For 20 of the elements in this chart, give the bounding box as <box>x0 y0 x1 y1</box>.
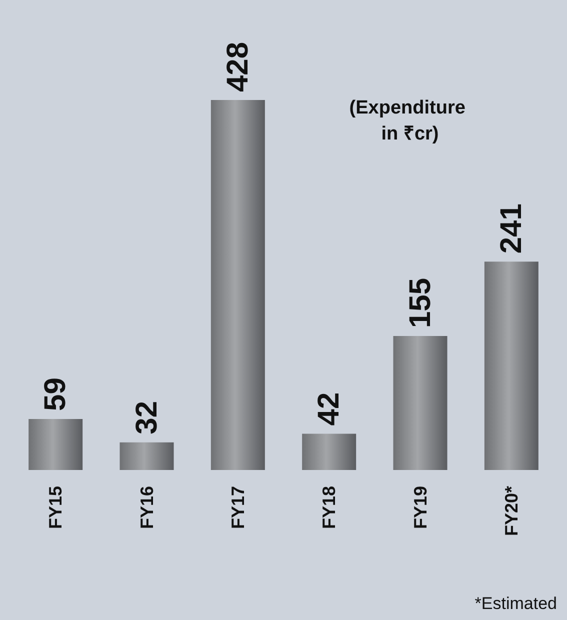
data-label: 241 <box>494 204 528 254</box>
bar <box>484 262 538 470</box>
data-label: 155 <box>404 278 437 328</box>
text: (Expenditure in ₹cr) <box>349 98 471 144</box>
bar <box>28 418 83 470</box>
x-tick-label: FY15 <box>46 486 66 530</box>
bar <box>302 434 356 470</box>
data-label: 42 <box>312 392 346 426</box>
data-label: 32 <box>130 400 164 434</box>
x-tick-label: FY17 <box>228 486 248 530</box>
bar <box>393 336 448 470</box>
data-label: 428 <box>221 42 254 92</box>
x-tick-label: FY20* <box>501 486 522 536</box>
data-label: 59 <box>39 378 72 411</box>
bar <box>120 442 174 470</box>
x-tick-label: FY16 <box>136 486 157 530</box>
bar <box>210 100 265 470</box>
x-tick-label: FY18 <box>319 486 340 530</box>
text: *Estimated <box>474 594 557 613</box>
x-tick-label: FY19 <box>410 486 430 530</box>
